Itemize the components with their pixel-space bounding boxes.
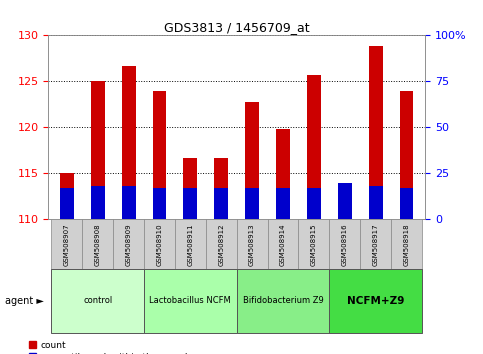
Text: GSM508912: GSM508912 (218, 223, 224, 266)
Bar (399, 188, 413, 219)
Bar (184, 158, 197, 219)
Bar (369, 186, 383, 219)
Bar (60, 188, 74, 219)
Bar (329, 219, 360, 269)
Title: GDS3813 / 1456709_at: GDS3813 / 1456709_at (164, 21, 310, 34)
Bar (338, 206, 352, 219)
Bar (51, 219, 82, 269)
Bar (91, 186, 105, 219)
Text: control: control (83, 296, 113, 306)
Bar (360, 219, 391, 269)
Bar (237, 219, 268, 269)
Bar (113, 219, 144, 269)
Bar (298, 219, 329, 269)
Bar (122, 66, 136, 219)
Bar (245, 102, 259, 219)
Bar (214, 188, 228, 219)
Bar (268, 219, 298, 269)
Text: GSM508918: GSM508918 (403, 223, 410, 266)
Text: GSM508915: GSM508915 (311, 223, 317, 266)
Bar (153, 188, 167, 219)
Bar (51, 269, 144, 333)
Text: agent ►: agent ► (5, 296, 43, 306)
Bar (276, 188, 290, 219)
Text: GSM508907: GSM508907 (64, 223, 70, 266)
Bar (214, 158, 228, 219)
Text: Bifidobacterium Z9: Bifidobacterium Z9 (242, 296, 323, 306)
Text: GSM508910: GSM508910 (156, 223, 162, 266)
Bar (60, 173, 74, 219)
Bar (369, 46, 383, 219)
Bar (399, 91, 413, 219)
Bar (206, 219, 237, 269)
Bar (91, 81, 105, 219)
Text: GSM508914: GSM508914 (280, 223, 286, 266)
Bar (391, 219, 422, 269)
Text: GSM508908: GSM508908 (95, 223, 101, 266)
Bar (276, 129, 290, 219)
Bar (329, 269, 422, 333)
Legend: count, percentile rank within the sample: count, percentile rank within the sample (28, 341, 194, 354)
Text: GSM508917: GSM508917 (372, 223, 379, 266)
Bar (307, 75, 321, 219)
Bar (144, 219, 175, 269)
Bar (338, 183, 352, 219)
Bar (144, 269, 237, 333)
Text: GSM508913: GSM508913 (249, 223, 255, 266)
Text: GSM508916: GSM508916 (342, 223, 348, 266)
Bar (153, 91, 167, 219)
Bar (184, 188, 197, 219)
Bar (307, 188, 321, 219)
Text: GSM508909: GSM508909 (126, 223, 131, 266)
Bar (245, 188, 259, 219)
Text: GSM508911: GSM508911 (187, 223, 193, 266)
Bar (82, 219, 113, 269)
Bar (237, 269, 329, 333)
Bar (122, 186, 136, 219)
Text: Lactobacillus NCFM: Lactobacillus NCFM (149, 296, 231, 306)
Bar (175, 219, 206, 269)
Text: NCFM+Z9: NCFM+Z9 (347, 296, 404, 306)
